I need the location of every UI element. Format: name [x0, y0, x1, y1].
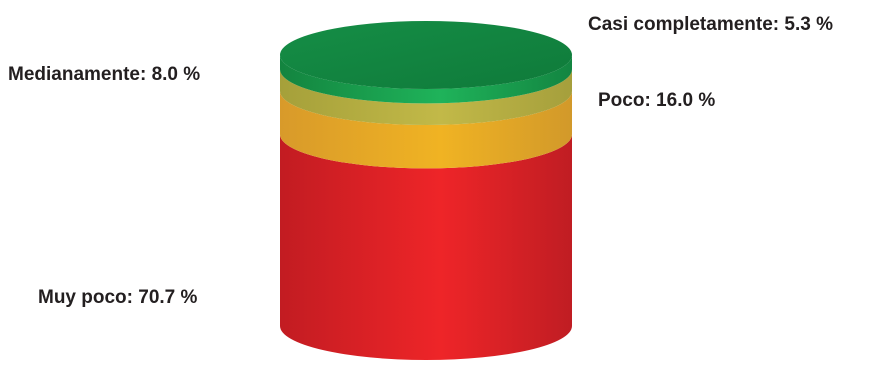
segment-medianamente: [280, 69, 572, 126]
label-muy-poco: Muy poco: 70.7 %: [38, 287, 198, 308]
segment-casi-completamente: [280, 55, 572, 104]
segment-muy-poco: [280, 134, 572, 360]
segment-poco: [280, 91, 572, 169]
cylinder-top-cap: [280, 21, 572, 89]
label-poco: Poco: 16.0 %: [598, 90, 716, 111]
label-medianamente: Medianamente: 8.0 %: [8, 64, 201, 85]
label-casi-completamente: Casi completamente: 5.3 %: [588, 14, 833, 35]
